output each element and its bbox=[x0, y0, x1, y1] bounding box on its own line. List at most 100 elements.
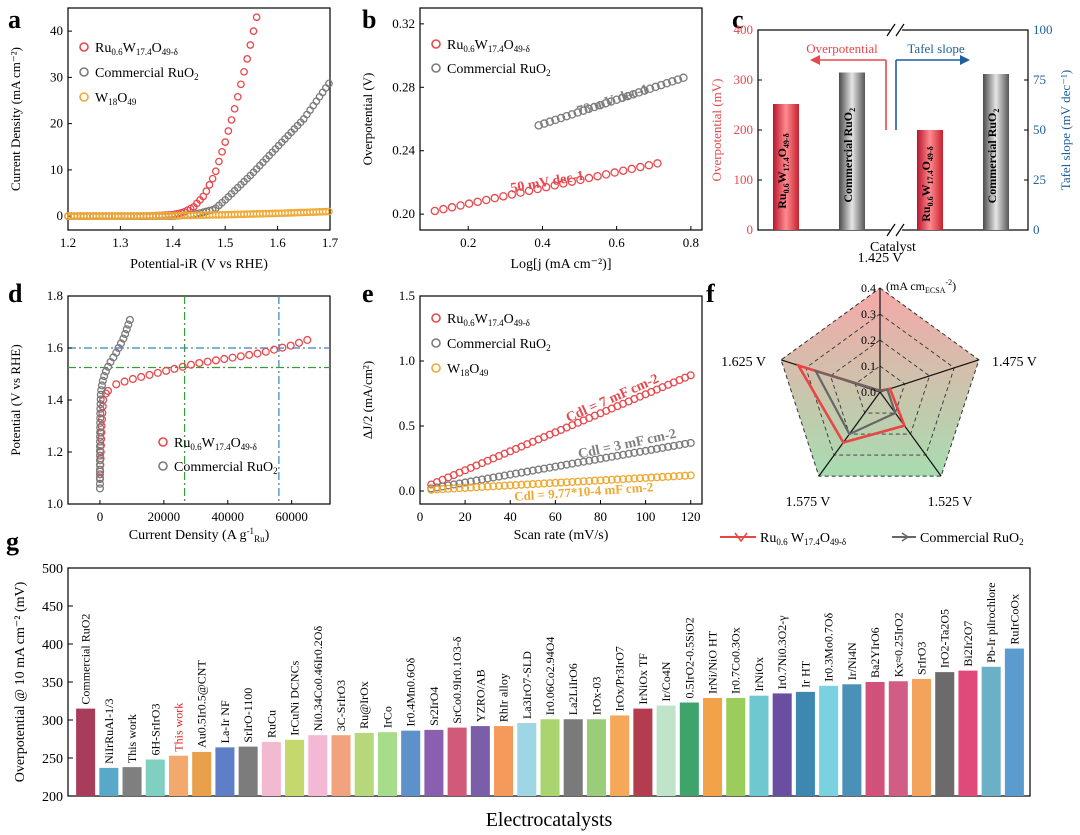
panel-g-xlabel: Electrocatalysts bbox=[486, 809, 613, 831]
legend-d-marker-1 bbox=[158, 437, 168, 447]
panel-d-series-1-point bbox=[203, 357, 212, 366]
panel-e-ytick-label: 1.0 bbox=[399, 353, 415, 368]
panel-b-series-1-point bbox=[516, 188, 525, 197]
panel-e-series-3-point bbox=[489, 482, 498, 491]
panel-a-series-1-point bbox=[221, 138, 230, 146]
panel-g-bar bbox=[935, 672, 955, 796]
panel-b-series-2-point bbox=[584, 104, 594, 114]
panel-d-series-1-point bbox=[112, 380, 121, 389]
panel-g-bar bbox=[470, 726, 490, 796]
panel-e-legend: Ru0.6W17.4O49-δ Commercial RuO2 W18O49 bbox=[431, 312, 551, 378]
panel-e-series-3-point bbox=[432, 485, 441, 494]
panel-e-series-2-point bbox=[449, 480, 458, 489]
panel-b-series-2-point bbox=[679, 73, 688, 83]
panel-g-category-label: Pb-Ir pilrochlore bbox=[984, 582, 998, 662]
panel-b-ytick-label: 0.32 bbox=[392, 16, 415, 31]
panel-g-bar bbox=[703, 697, 723, 796]
panel-e-series-3-point bbox=[556, 478, 566, 487]
panel-e-series-3-point bbox=[596, 476, 605, 485]
panel-f-axis-label: 1.475 V bbox=[992, 355, 1037, 370]
panel-d-ticks: 0 20000 40000 60000 1.0 1.2 1.4 1.6 1.8 bbox=[47, 288, 308, 524]
panel-e-series-2-point bbox=[511, 469, 520, 478]
panel-e-series-3-point bbox=[534, 479, 543, 488]
panel-g-category-label: NiIrRuAl-1/3 bbox=[102, 699, 116, 764]
panel-d-series-2-point bbox=[98, 376, 107, 385]
panel-d-ytick-label: 1.4 bbox=[47, 392, 64, 407]
panel-g-bar bbox=[377, 732, 397, 796]
panel-e-series-3-point bbox=[517, 480, 526, 489]
panel-g-ticks: 200 250 300 350 400 450 500 bbox=[42, 562, 73, 805]
panel-g-category-label: IrOx-03 bbox=[589, 677, 603, 716]
panel-d-series-2-point bbox=[114, 343, 123, 353]
panel-label-d: d bbox=[8, 279, 23, 308]
panel-e-series-2-point bbox=[545, 463, 554, 472]
panel-e-series-3-point bbox=[602, 476, 611, 485]
panel-c-bar bbox=[917, 130, 943, 230]
panel-e-series-3-point bbox=[523, 480, 532, 489]
panel-b-series-1-point bbox=[618, 166, 628, 175]
panel-c-ytick-left-label: 0 bbox=[747, 222, 754, 237]
panel-e-series-1-point bbox=[686, 371, 695, 380]
panel-g-bar bbox=[726, 697, 746, 796]
panel-e-series-3-point bbox=[585, 476, 594, 486]
panel-d-series-2-point bbox=[97, 386, 106, 395]
panel-d-series-2-point bbox=[101, 367, 110, 376]
panel-g-category-label: Sr2IrO4 bbox=[427, 687, 441, 726]
panel-a-frame bbox=[67, 7, 331, 231]
panel-d-series-1-point bbox=[220, 354, 229, 364]
panel-d-series-1-point bbox=[228, 353, 237, 362]
panel-b-series-2-point bbox=[551, 115, 560, 125]
panel-b-series-2-point bbox=[634, 88, 644, 97]
panel-a-series-1-point bbox=[218, 147, 226, 156]
panel-f-ring bbox=[830, 339, 930, 435]
panel-b-series-2-point bbox=[573, 108, 582, 117]
panel-e-series-2-point bbox=[647, 445, 656, 454]
panel-g-bar bbox=[819, 685, 839, 796]
panel-d-series-1-point bbox=[195, 358, 204, 368]
panel-f-radial-label: 0.4 bbox=[861, 281, 876, 295]
panel-d-series-2-point bbox=[95, 465, 105, 474]
panel-b-series-1-point bbox=[584, 173, 594, 183]
panel-g-category-label: SrIrO3 bbox=[915, 642, 929, 675]
panel-a-xtick-label: 1.2 bbox=[60, 235, 76, 250]
panel-d-ytick-label: 1.0 bbox=[47, 496, 63, 511]
panel-g-category-label: Ir0.7Co0.3Ox bbox=[729, 627, 743, 694]
panel-b-legend: Ru0.6W17.4O49-δ Commercial RuO2 bbox=[431, 38, 551, 78]
panel-e-xtick-label: 100 bbox=[636, 509, 656, 524]
panel-g-category-label: Ba2YIrO6 bbox=[868, 627, 882, 678]
panel-f-series-2 bbox=[813, 369, 897, 436]
panel-e-series-2-point bbox=[630, 448, 639, 457]
panel-e-xtick-label: 20 bbox=[459, 509, 472, 524]
panel-e-series-3-point bbox=[630, 474, 639, 483]
panel-b-xtick-label: 0.4 bbox=[534, 235, 551, 250]
panel-e-series-2-point bbox=[455, 479, 464, 488]
panel-d-series-2-point bbox=[96, 404, 105, 413]
panel-d-series-2-point bbox=[95, 470, 105, 479]
panel-d-xtick-label: 20000 bbox=[148, 509, 181, 524]
panel-e-series-2-point bbox=[624, 449, 633, 458]
panel-g-ytick-label: 200 bbox=[42, 790, 63, 805]
panel-b-series-1-point bbox=[627, 164, 637, 174]
panel-e-series-3-point bbox=[675, 471, 684, 481]
panel-e-series-3-point bbox=[494, 481, 504, 491]
panel-d-series-1-point bbox=[236, 352, 245, 361]
panel-a-ytick-label: 20 bbox=[50, 116, 63, 131]
panel-c-ytick-right-label: 100 bbox=[1033, 22, 1053, 37]
panel-g-category-label: This work bbox=[171, 703, 185, 752]
panel-g-category-label: Ir0.3Mo0.7Oδ bbox=[822, 612, 836, 681]
panel-g-bar bbox=[610, 715, 630, 796]
panel-g-category-label: This work bbox=[125, 714, 139, 763]
panel-g-bar bbox=[888, 681, 908, 796]
panel-a-series-1-point bbox=[240, 67, 248, 76]
panel-d-series-1-point bbox=[137, 372, 146, 381]
panel-f-radial-label: 0.3 bbox=[861, 307, 876, 321]
panel-c-ylabel-left: Overpotential (mV) bbox=[709, 79, 724, 182]
panel-g-bar bbox=[911, 678, 932, 796]
panel-e-xtick-label: 80 bbox=[594, 509, 607, 524]
panel-label-g: g bbox=[6, 527, 19, 556]
panel-d-chart: 0 20000 40000 60000 1.0 1.2 1.4 1.6 1.8 Current … bbox=[8, 288, 331, 544]
panel-d-ytick-label: 1.2 bbox=[47, 444, 63, 459]
panel-c-bar bbox=[839, 72, 865, 230]
panel-a-xtick-label: 1.7 bbox=[322, 235, 339, 250]
panel-f-radial-label: 0.2 bbox=[861, 333, 876, 347]
